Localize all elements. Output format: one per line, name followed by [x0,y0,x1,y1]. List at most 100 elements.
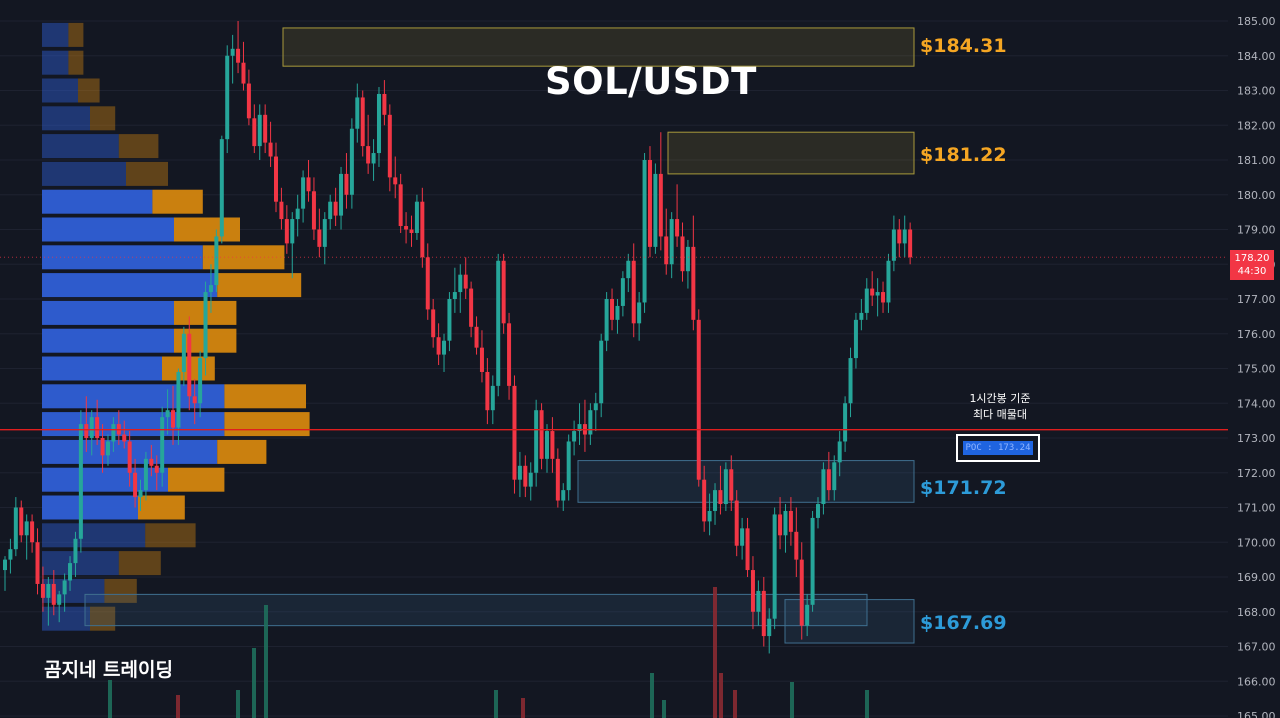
bear-candle [241,62,246,84]
volume-profile-buy-bar [42,78,78,103]
y-axis-tick-label: 168.00 [1237,606,1276,619]
y-axis-tick-label: 171.00 [1237,502,1276,515]
bear-candle [631,260,636,324]
volume-bar [650,673,654,718]
bull-candle [328,201,333,220]
volume-profile-buy-bar [42,495,138,520]
bear-candle [745,528,750,571]
bull-candle [225,55,230,140]
bull-candle [198,358,203,404]
bear-candle [696,319,701,480]
y-axis-tick-label: 180.00 [1237,189,1276,202]
y-axis-tick-label: 176.00 [1237,328,1276,341]
volume-profile-buy-bar [42,384,225,409]
bull-candle [604,299,609,341]
bear-candle [252,118,257,147]
bull-candle [208,285,213,293]
bull-candle [257,114,262,147]
volume-profile-buy-bar [42,106,90,131]
bull-candle [181,333,186,372]
bull-candle [620,278,625,306]
bull-candle [767,618,772,637]
bull-candle [713,490,718,511]
volume-profile-sell-bar [168,467,225,492]
bull-candle [458,274,463,293]
bear-candle [550,431,555,459]
bull-candle [848,358,853,404]
volume-profile-sell-bar [68,22,84,47]
volume-profile-sell-bar [90,606,116,631]
volume-bar [865,690,869,718]
bear-candle [750,570,755,612]
bear-candle [344,173,349,195]
bull-candle [490,385,495,411]
bull-candle [301,177,306,209]
bull-candle [875,292,880,296]
bear-candle [393,177,398,185]
volume-bar [719,673,723,718]
level-label-181: $181.22 [920,144,1007,166]
bull-candle [295,208,300,220]
y-axis-tick-label: 170.00 [1237,536,1276,549]
y-axis-tick-label: 177.00 [1237,293,1276,306]
bull-candle [891,229,896,261]
bull-candle [805,604,810,626]
bear-candle [236,48,241,63]
bull-candle [534,410,539,473]
volume-profile-sell-bar [174,217,240,242]
y-axis-tick-label: 169.00 [1237,571,1276,584]
volume-profile-buy-bar [42,356,162,381]
bear-candle [799,559,804,626]
bull-candle [517,465,522,480]
bull-candle [528,472,533,487]
bull-candle [339,173,344,216]
bear-candle [425,257,430,310]
bull-candle [588,410,593,435]
chart-title: SOL/USDT [545,60,757,103]
candle-countdown: 44:30 [1237,266,1267,277]
bear-candle [387,114,392,178]
bull-candle [447,299,452,341]
level-label-184: $184.31 [920,35,1007,57]
bear-candle [51,583,56,605]
bull-candle [707,510,712,522]
bull-candle [3,559,7,571]
bull-candle [89,417,94,438]
bull-candle [138,490,143,498]
bull-candle [219,139,224,237]
volume-profile-buy-bar [42,217,174,242]
volume-bar [713,587,717,718]
volume-profile-buy-bar [42,50,69,75]
bear-candle [826,469,831,491]
y-axis-tick-label: 175.00 [1237,363,1276,376]
bear-candle [127,441,132,473]
bear-candle [501,260,506,324]
bull-candle [376,93,381,154]
bull-candle [8,549,13,560]
bear-candle [463,274,468,289]
volume-profile-sell-bar [118,551,161,576]
bull-candle [637,302,642,324]
bull-candle [414,201,419,233]
price-zone [577,460,915,503]
bear-candle [30,521,35,543]
volume-profile-sell-bar [145,523,196,548]
volume-bar [790,682,794,718]
bear-candle [881,292,886,303]
bear-candle [788,510,793,532]
volume-profile-sell-bar [78,78,100,103]
volume-bar [494,690,498,718]
y-axis-tick-label: 173.00 [1237,432,1276,445]
y-axis-tick-label: 174.00 [1237,397,1276,410]
bear-candle [122,434,127,442]
y-axis-tick-label: 167.00 [1237,641,1276,654]
y-axis-tick-label: 182.00 [1237,119,1276,132]
bull-candle [355,97,360,129]
bull-candle [783,510,788,536]
bear-candle [431,309,436,338]
bear-candle [675,219,680,237]
volume-bar [264,605,268,718]
volume-profile-sell-bar [152,189,203,214]
bear-candle [734,500,739,546]
